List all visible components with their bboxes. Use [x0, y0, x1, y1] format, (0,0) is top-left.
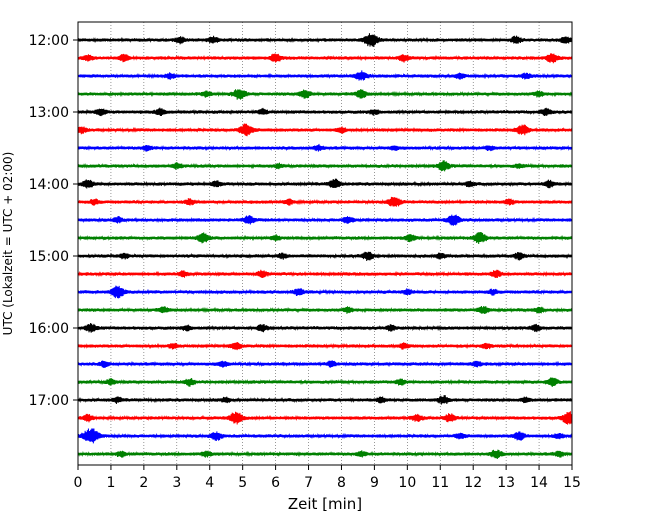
trace-1230 [77, 70, 573, 81]
trace-1600 [77, 323, 573, 333]
trace-1400 [77, 178, 573, 189]
x-tick-label: 2 [139, 475, 148, 491]
x-tick-label: 0 [74, 475, 83, 491]
x-tick-label: 1 [106, 475, 115, 491]
trace-1645 [77, 377, 573, 388]
trace-1445 [77, 232, 573, 244]
trace-1415 [77, 196, 573, 207]
trace-1545 [77, 305, 573, 315]
trace-1430 [77, 214, 573, 226]
y-axis-label: UTC (Lokalzeit = UTC + 02:00) [1, 152, 15, 336]
seismic-traces [77, 33, 573, 459]
x-axis-ticks: 0 1 2 3 4 5 6 7 8 9 10 11 12 13 14 15 [74, 465, 581, 491]
x-axis-label: Zeit [min] [288, 495, 362, 513]
x-tick-label: 7 [304, 475, 313, 491]
x-tick-label: 14 [530, 475, 548, 491]
trace-1515 [77, 269, 573, 278]
plot-frame [77, 21, 573, 466]
y-tick-label: 16:00 [29, 321, 69, 337]
trace-1715 [77, 411, 573, 425]
x-tick-label: 10 [398, 475, 416, 491]
trace-1745 [77, 449, 573, 459]
x-tick-label: 4 [205, 475, 214, 491]
y-tick-label: 17:00 [29, 393, 69, 409]
x-tick-label: 15 [563, 475, 581, 491]
trace-1700 [77, 395, 573, 405]
trace-1300 [77, 107, 573, 117]
trace-1630 [77, 360, 573, 368]
y-tick-label: 15:00 [29, 249, 69, 265]
trace-1200 [77, 33, 573, 48]
x-tick-label: 5 [238, 475, 247, 491]
trace-1315 [77, 123, 573, 137]
x-tick-label: 12 [464, 475, 482, 491]
x-tick-label: 11 [431, 475, 449, 491]
trace-1215 [77, 53, 573, 64]
trace-1245 [77, 89, 573, 100]
trace-1330 [77, 143, 573, 152]
y-axis-ticks: 12:00 13:00 14:00 15:00 16:00 17:00 [29, 33, 78, 409]
y-tick-label: 14:00 [29, 177, 69, 193]
vertical-grid [110, 22, 540, 465]
x-tick-label: 13 [497, 475, 515, 491]
x-tick-label: 9 [370, 475, 379, 491]
trace-1730 [77, 428, 573, 444]
x-tick-label: 6 [271, 475, 280, 491]
trace-1345 [77, 160, 573, 172]
x-tick-label: 3 [172, 475, 181, 491]
y-tick-label: 13:00 [29, 105, 69, 121]
x-tick-label: 8 [337, 475, 346, 491]
y-tick-label: 12:00 [29, 33, 69, 49]
trace-1615 [77, 342, 573, 351]
trace-1500 [77, 251, 573, 261]
trace-1530 [77, 285, 573, 299]
